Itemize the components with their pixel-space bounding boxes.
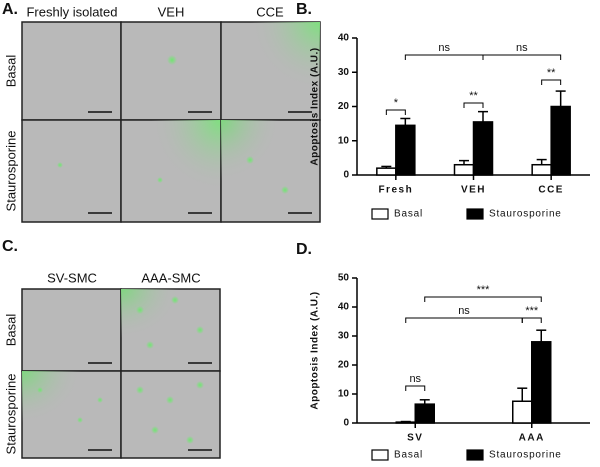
panel-label: B.	[296, 1, 312, 18]
column-label: AAA-SMC	[141, 270, 200, 285]
x-tick-label: SV	[407, 433, 423, 444]
significance-label: *	[394, 97, 399, 109]
legend-label: Basal	[394, 450, 423, 461]
row-label: Basal	[3, 55, 18, 88]
y-tick-label: 50	[338, 273, 350, 284]
bar	[395, 124, 416, 176]
significance-label: ns	[458, 305, 470, 317]
legend-label: Staurosporine	[489, 209, 562, 220]
significance-bracket	[463, 102, 484, 108]
significance-label: **	[547, 67, 556, 79]
y-tick-label: 20	[338, 360, 350, 371]
legend-label: Staurosporine	[489, 450, 562, 461]
legend-swatch	[371, 449, 389, 461]
legend-swatch	[466, 449, 484, 461]
panel-label: C.	[2, 238, 18, 255]
significance-label: ns	[438, 42, 450, 54]
y-tick-label: 40	[338, 33, 350, 44]
significance-label: ns	[409, 373, 421, 385]
significance-bracket	[482, 54, 562, 60]
significance-bracket	[405, 385, 426, 391]
x-tick-label: VEH	[461, 185, 486, 196]
column-label: SV-SMC	[47, 270, 97, 285]
y-tick-label: 10	[338, 135, 350, 146]
y-tick-label: 0	[343, 170, 349, 181]
significance-bracket	[541, 79, 562, 85]
significance-bracket	[521, 317, 542, 323]
legend-label: Basal	[394, 209, 423, 220]
significance-bracket	[424, 296, 542, 302]
y-tick-label: 30	[338, 67, 350, 78]
x-tick-label: CCE	[538, 185, 564, 196]
significance-label: ***	[525, 305, 539, 317]
panel-label: D.	[296, 241, 312, 258]
row-label: Staurosporine	[3, 374, 18, 455]
column-label: CCE	[256, 4, 284, 19]
significance-bracket	[405, 317, 523, 323]
x-tick-label: Fresh	[378, 185, 413, 196]
significance-bracket	[385, 109, 406, 115]
y-axis-label: Apoptosis Index (A.U.)	[310, 47, 321, 165]
y-tick-label: 0	[343, 418, 349, 429]
bar	[453, 163, 475, 176]
bar	[531, 341, 552, 424]
significance-label: **	[469, 90, 478, 102]
bar	[376, 167, 397, 176]
panel-label: A.	[2, 1, 18, 18]
x-tick-label: AAA	[519, 433, 545, 444]
bar	[395, 421, 416, 424]
column-label: VEH	[158, 4, 185, 19]
bar	[512, 400, 533, 424]
legend-swatch	[466, 208, 484, 220]
row-label: Staurosporine	[3, 131, 18, 212]
row-label: Basal	[3, 314, 18, 347]
bar	[531, 163, 552, 176]
bar	[414, 403, 435, 424]
column-label: Freshly isolated	[26, 4, 117, 19]
y-axis-label: Apoptosis Index (A.U.)	[310, 291, 321, 409]
significance-label: ***	[477, 284, 491, 296]
legend-swatch	[371, 208, 389, 220]
bar	[550, 105, 571, 176]
y-tick-label: 30	[338, 331, 350, 342]
panel-c-images	[21, 288, 221, 459]
y-tick-label: 40	[338, 302, 350, 313]
panel-a-images	[21, 21, 321, 223]
y-tick-label: 10	[338, 389, 350, 400]
significance-bracket	[404, 54, 484, 60]
significance-label: ns	[516, 42, 528, 54]
y-tick-label: 20	[338, 101, 350, 112]
bar	[472, 121, 494, 176]
